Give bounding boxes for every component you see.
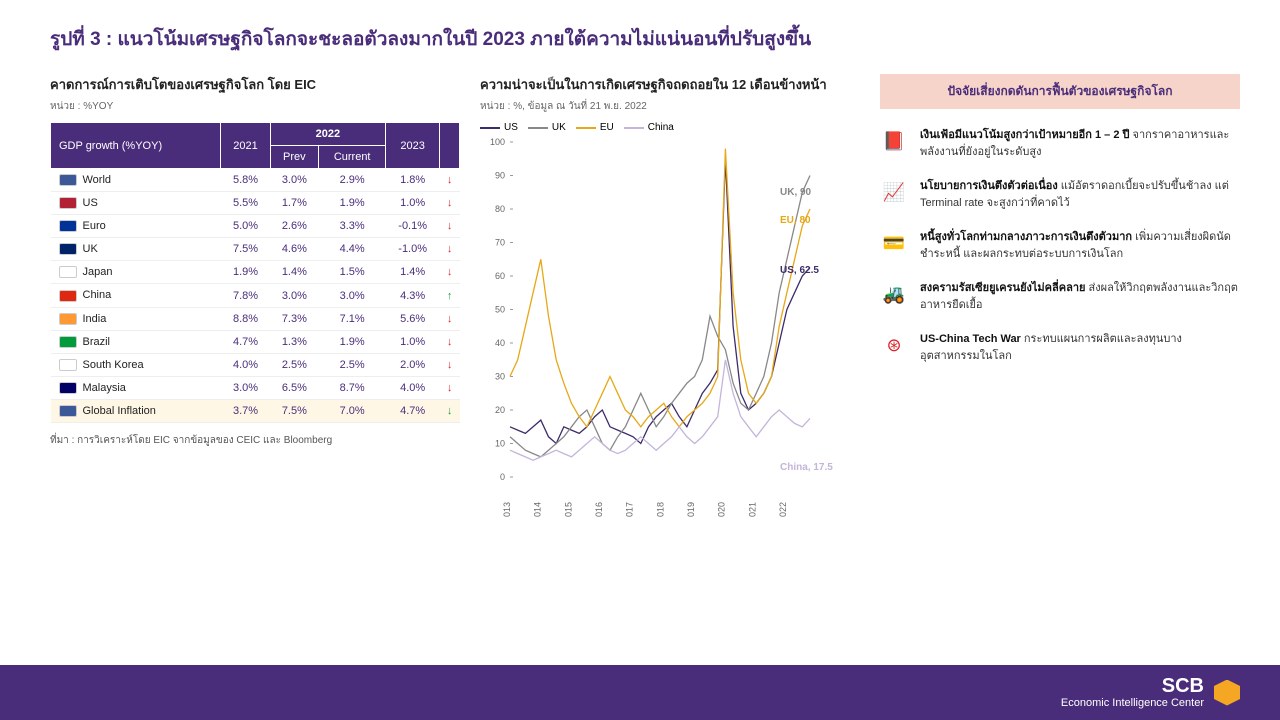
footer-logo: SCB Economic Intelligence Center — [1061, 675, 1240, 709]
table-column: คาดการณ์การเติบโตของเศรษฐกิจโลก โดย EIC … — [50, 74, 460, 557]
risk-icon: ⊛ — [880, 331, 908, 359]
table-row: Japan1.9%1.4%1.5%1.4%↓ — [51, 261, 460, 284]
chart-unit: หน่วย : %, ข้อมูล ณ วันที่ 21 พ.ย. 2022 — [480, 99, 860, 114]
svg-text:90: 90 — [495, 171, 505, 181]
chart-end-label: US, 62.5 — [780, 265, 819, 276]
table-row: South Korea4.0%2.5%2.5%2.0%↓ — [51, 353, 460, 376]
risks-column: ปัจจัยเสี่ยงกดดันการฟื้นตัวของเศรษฐกิจโล… — [880, 74, 1240, 557]
svg-text:70: 70 — [495, 238, 505, 248]
chart-end-label: China, 17.5 — [780, 462, 833, 473]
chart-title: ความน่าจะเป็นในการเกิดเศรษฐกิจถดถอยใน 12… — [480, 74, 860, 95]
hex-icon — [1214, 680, 1240, 706]
risk-item: 📈 นโยบายการเงินตึงตัวต่อเนื่อง แม้อัตราดอ… — [880, 178, 1240, 211]
svg-text:10: 10 — [495, 439, 505, 449]
table-row: World5.8%3.0%2.9%1.8%↓ — [51, 169, 460, 192]
risk-item: 🚜 สงครามรัสเซียยูเครนยังไม่คลี่คลาย ส่งผล… — [880, 280, 1240, 313]
table-row: Global Inflation3.7%7.5%7.0%4.7%↓ — [51, 399, 460, 422]
gdp-table: GDP growth (%YOY)202120222023PrevCurrent… — [50, 122, 460, 423]
risk-text: เงินเฟ้อมีแนวโน้มสูงกว่าเป้าหมายอีก 1 – … — [920, 127, 1240, 160]
legend-item: UK — [528, 122, 566, 133]
chart-box: 0 10 20 30 40 50 60 70 80 90 100 2013 2014 2015 2016 20… — [480, 137, 860, 557]
table-row: UK7.5%4.6%4.4%-1.0%↓ — [51, 238, 460, 261]
risk-icon: 📈 — [880, 178, 908, 206]
table-title: คาดการณ์การเติบโตของเศรษฐกิจโลก โดย EIC — [50, 74, 460, 95]
risk-text: หนี้สูงทั่วโลกท่ามกลางภาวะการเงินตึงตัวม… — [920, 229, 1240, 262]
svg-text:2016: 2016 — [594, 502, 604, 517]
chart-end-label: EU, 80 — [780, 215, 811, 226]
svg-text:80: 80 — [495, 204, 505, 214]
risk-icon: 📕 — [880, 127, 908, 155]
svg-text:40: 40 — [495, 338, 505, 348]
footer-brand: SCB — [1061, 675, 1204, 697]
svg-text:60: 60 — [495, 271, 505, 281]
risk-text: สงครามรัสเซียยูเครนยังไม่คลี่คลาย ส่งผลใ… — [920, 280, 1240, 313]
risk-item: 💳 หนี้สูงทั่วโลกท่ามกลางภาวะการเงินตึงตัว… — [880, 229, 1240, 262]
footer-sub: Economic Intelligence Center — [1061, 697, 1204, 709]
svg-text:0: 0 — [500, 472, 505, 482]
table-row: Euro5.0%2.6%3.3%-0.1%↓ — [51, 215, 460, 238]
table-row: Malaysia3.0%6.5%8.7%4.0%↓ — [51, 376, 460, 399]
risk-text: นโยบายการเงินตึงตัวต่อเนื่อง แม้อัตราดอก… — [920, 178, 1240, 211]
table-source: ที่มา : การวิเคราะห์โดย EIC จากข้อมูลของ… — [50, 433, 460, 448]
page-title: รูปที่ 3 : แนวโน้มเศรษฐกิจโลกจะชะลอตัวลง… — [0, 0, 1280, 54]
svg-text:30: 30 — [495, 372, 505, 382]
svg-text:100: 100 — [490, 137, 505, 147]
svg-text:2017: 2017 — [625, 502, 635, 517]
risk-item: ⊛ US-China Tech War กระทบแผนการผลิตและลงท… — [880, 331, 1240, 364]
legend-item: US — [480, 122, 518, 133]
risk-text: US-China Tech War กระทบแผนการผลิตและลงทุ… — [920, 331, 1240, 364]
svg-text:50: 50 — [495, 305, 505, 315]
table-unit: หน่วย : %YOY — [50, 99, 460, 114]
risk-item: 📕 เงินเฟ้อมีแนวโน้มสูงกว่าเป้าหมายอีก 1 –… — [880, 127, 1240, 160]
footer-bar: SCB Economic Intelligence Center — [0, 665, 1280, 720]
svg-text:2015: 2015 — [563, 502, 573, 517]
chart-legend: US UK EU China — [480, 122, 860, 133]
svg-text:20: 20 — [495, 405, 505, 415]
chart-end-label: UK, 90 — [780, 187, 811, 198]
svg-text:2014: 2014 — [533, 502, 543, 517]
svg-text:2020: 2020 — [717, 502, 727, 517]
svg-text:2013: 2013 — [502, 502, 512, 517]
table-row: China7.8%3.0%3.0%4.3%↑ — [51, 284, 460, 307]
recession-chart: 0 10 20 30 40 50 60 70 80 90 100 2013 2014 2015 2016 20… — [480, 137, 820, 517]
table-row: Brazil4.7%1.3%1.9%1.0%↓ — [51, 330, 460, 353]
svg-text:2019: 2019 — [686, 502, 696, 517]
risk-icon: 💳 — [880, 229, 908, 257]
risks-header: ปัจจัยเสี่ยงกดดันการฟื้นตัวของเศรษฐกิจโล… — [880, 74, 1240, 109]
content-row: คาดการณ์การเติบโตของเศรษฐกิจโลก โดย EIC … — [0, 54, 1280, 557]
legend-item: China — [624, 122, 674, 133]
risk-icon: 🚜 — [880, 280, 908, 308]
table-row: US5.5%1.7%1.9%1.0%↓ — [51, 192, 460, 215]
svg-text:2022: 2022 — [778, 502, 788, 517]
legend-item: EU — [576, 122, 614, 133]
chart-column: ความน่าจะเป็นในการเกิดเศรษฐกิจถดถอยใน 12… — [480, 74, 860, 557]
risk-list: 📕 เงินเฟ้อมีแนวโน้มสูงกว่าเป้าหมายอีก 1 –… — [880, 127, 1240, 364]
svg-text:2021: 2021 — [747, 502, 757, 517]
table-row: India8.8%7.3%7.1%5.6%↓ — [51, 307, 460, 330]
svg-text:2018: 2018 — [655, 502, 665, 517]
